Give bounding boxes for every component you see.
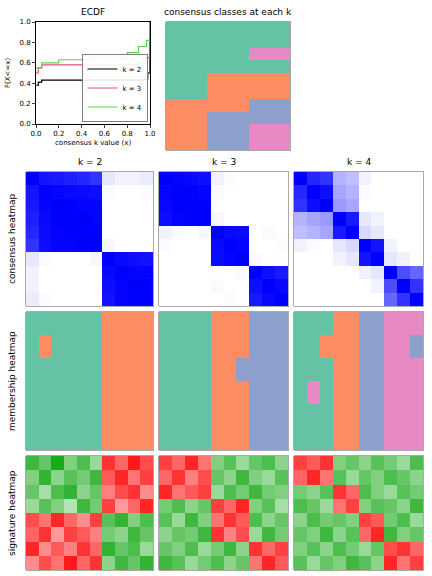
svg-text:0.6: 0.6 [19,59,31,67]
svg-text:0.0: 0.0 [19,120,30,128]
svg-text:0.4: 0.4 [76,130,88,138]
svg-text:0.0: 0.0 [30,130,41,138]
svg-text:k = 4: k = 4 [347,157,371,167]
svg-text:consensus heatmap: consensus heatmap [7,193,17,284]
svg-text:0.2: 0.2 [19,100,30,108]
svg-text:k = 2: k = 2 [123,66,142,74]
svg-text:k = 4: k = 4 [123,104,142,112]
svg-text:k = 2: k = 2 [78,157,102,167]
svg-text:0.8: 0.8 [122,130,133,138]
svg-text:ECDF: ECDF [81,7,105,17]
svg-text:0.8: 0.8 [19,39,30,47]
svg-text:F(X<=x): F(X<=x) [4,58,12,88]
svg-text:1.0: 1.0 [19,18,30,26]
svg-text:membership heatmap: membership heatmap [7,331,17,431]
svg-text:signature heatmap: signature heatmap [7,470,17,556]
svg-text:consensus k value (x): consensus k value (x) [55,139,131,147]
svg-text:0.6: 0.6 [99,130,111,138]
svg-text:k = 3: k = 3 [212,157,236,167]
svg-text:0.4: 0.4 [19,80,31,88]
svg-text:0.2: 0.2 [53,130,64,138]
svg-text:k = 3: k = 3 [123,85,142,93]
svg-text:1.0: 1.0 [144,130,155,138]
svg-text:consensus classes at each k: consensus classes at each k [164,7,292,17]
